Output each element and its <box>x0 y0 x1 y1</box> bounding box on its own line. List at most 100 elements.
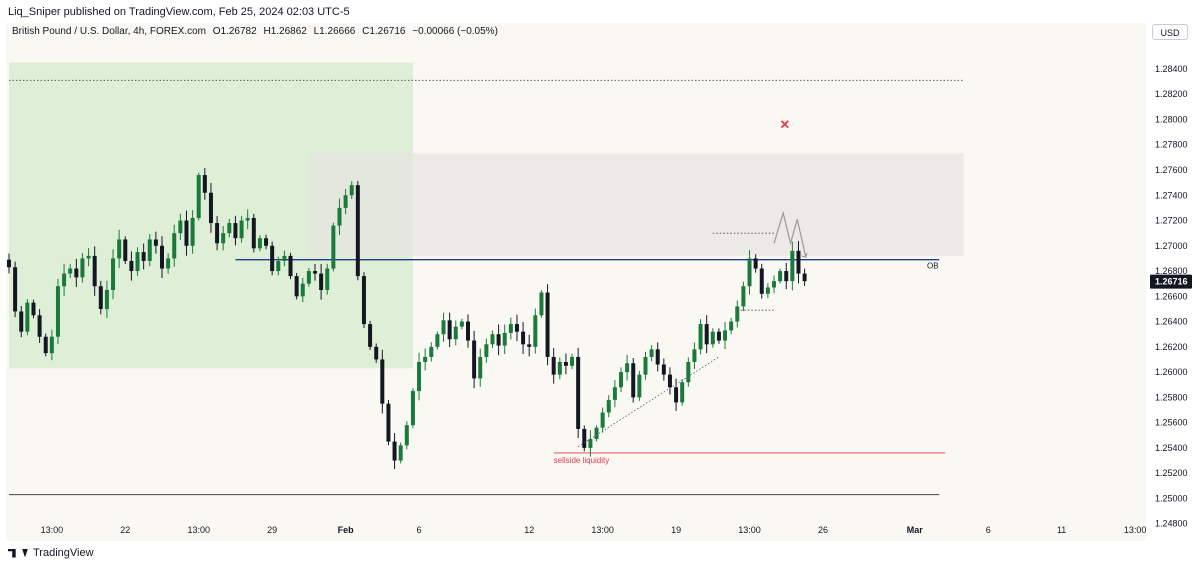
candle <box>716 328 721 344</box>
candle-body <box>441 320 446 335</box>
candle <box>698 319 703 355</box>
candle <box>661 358 666 381</box>
candle <box>563 353 568 375</box>
currency-button[interactable]: USD <box>1152 24 1188 40</box>
candle-body <box>508 324 513 333</box>
candle <box>784 262 789 290</box>
candle <box>521 322 526 354</box>
candle-body <box>435 334 440 347</box>
candle-body <box>545 292 550 357</box>
candle <box>123 236 128 264</box>
candle <box>729 317 734 335</box>
candle <box>612 380 617 408</box>
candle-body <box>111 258 116 290</box>
candle-body <box>753 258 758 269</box>
candle <box>37 309 42 343</box>
candle-body <box>625 363 630 373</box>
candle <box>349 181 354 199</box>
candle <box>667 367 672 395</box>
candle-body <box>741 286 746 307</box>
candle <box>600 407 605 433</box>
candle <box>435 331 440 350</box>
candle <box>276 256 281 276</box>
price-tick-label: 1.24800 <box>1155 519 1188 529</box>
time-tick-label: 11 <box>1057 525 1066 535</box>
candle <box>576 347 581 439</box>
candle-body <box>637 374 642 398</box>
candle <box>294 272 299 300</box>
candle <box>355 180 360 281</box>
candle <box>606 395 611 418</box>
candle <box>184 210 189 256</box>
candle <box>417 352 422 401</box>
candle <box>374 343 379 363</box>
candle-body <box>453 326 458 340</box>
candle <box>570 353 575 370</box>
x-marker: × <box>780 117 789 134</box>
candle <box>514 314 519 342</box>
candle-body <box>147 239 152 261</box>
candle <box>270 241 275 276</box>
projection-path <box>773 210 807 258</box>
candle <box>166 253 171 274</box>
candle <box>778 268 783 284</box>
candle <box>765 283 770 299</box>
candle-body <box>337 207 342 226</box>
last-price-tag <box>1150 274 1192 289</box>
candle-body <box>600 412 605 428</box>
candle <box>655 342 660 372</box>
candle <box>215 216 220 251</box>
candle <box>233 215 238 246</box>
candle-body <box>790 250 795 282</box>
price-tick-label: 1.25600 <box>1155 418 1188 428</box>
candle-body <box>521 331 526 345</box>
candle <box>190 210 195 254</box>
candle <box>423 348 428 371</box>
candle <box>410 388 415 429</box>
price-tick-label: 1.25800 <box>1155 392 1188 402</box>
price-tick-label: 1.26200 <box>1155 342 1188 352</box>
candle-body <box>7 259 11 268</box>
projection-arrow-icon <box>801 253 808 258</box>
candle-body <box>129 260 134 272</box>
candle-body <box>86 255 91 259</box>
candle <box>80 253 85 283</box>
price-tick-label: 1.26600 <box>1155 291 1188 301</box>
candle-body <box>576 356 581 429</box>
candle-body <box>386 403 391 442</box>
symbol-title: British Pound / U.S. Dollar, 4h, FOREX.c… <box>12 26 206 37</box>
candle-body <box>539 292 544 316</box>
candle-body <box>68 268 73 274</box>
candle <box>759 263 764 299</box>
candle-body <box>325 268 330 290</box>
candle-body <box>239 220 244 239</box>
candle <box>796 241 801 284</box>
candle <box>264 234 269 250</box>
candle <box>300 277 305 303</box>
candle <box>686 357 691 387</box>
candle <box>478 348 483 387</box>
candle-body <box>594 427 599 440</box>
candle <box>704 315 709 354</box>
candle <box>282 250 287 267</box>
candle-body <box>294 276 299 297</box>
candle-body <box>331 225 336 269</box>
price-tick-label: 1.28200 <box>1155 89 1188 99</box>
candle-body <box>31 302 36 316</box>
candle <box>337 198 342 235</box>
candle <box>49 329 54 361</box>
last-price-label: 1.26716 <box>1155 277 1188 287</box>
price-tick-label: 1.26400 <box>1155 317 1188 327</box>
candle-body <box>368 324 373 347</box>
candle-body <box>160 245 164 269</box>
candle <box>55 278 60 345</box>
tradingview-logo[interactable]: TradingView <box>8 547 94 559</box>
candle-body <box>674 387 679 403</box>
candle-body <box>270 245 275 272</box>
candle-body <box>398 445 403 461</box>
candle-body <box>13 267 18 312</box>
candle-body <box>643 356 648 375</box>
candle <box>386 400 391 446</box>
candle <box>643 351 648 380</box>
